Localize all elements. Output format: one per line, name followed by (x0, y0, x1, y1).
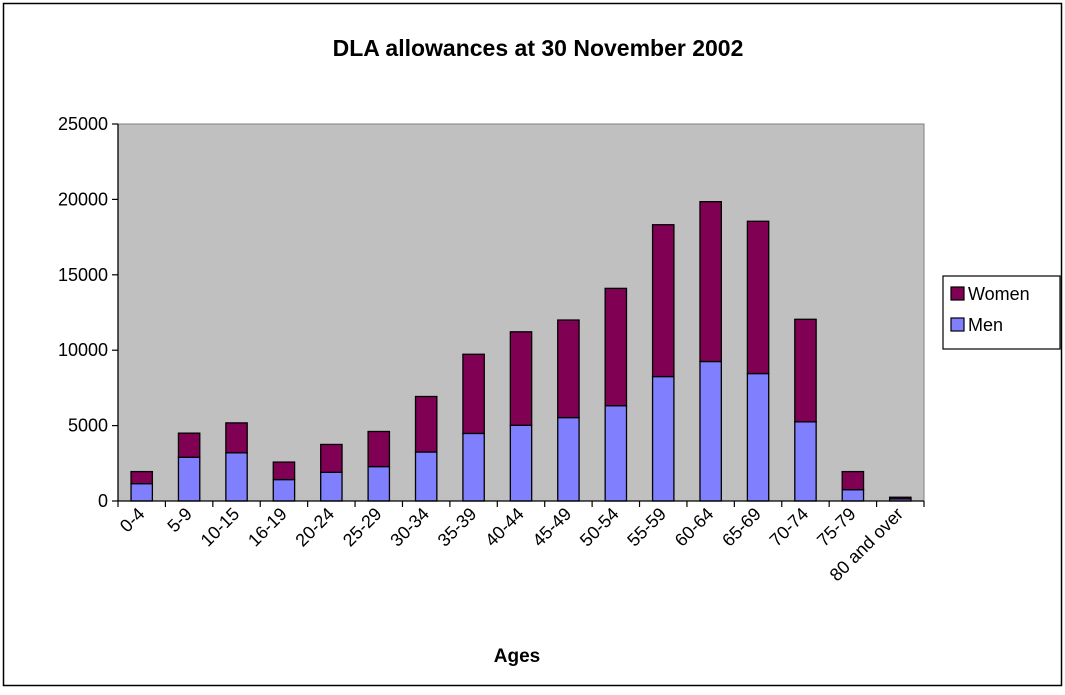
y-tick-label-2: 5000 (68, 416, 108, 436)
bar-women-2 (177, 432, 201, 458)
bar-women-6 (367, 430, 391, 468)
bar-women-12 (651, 224, 675, 378)
bar-men-4 (272, 478, 296, 502)
bar-women-14 (746, 220, 770, 375)
bar-women-16 (841, 470, 865, 491)
bar-women-9 (509, 331, 533, 426)
bar-women-10 (557, 319, 580, 419)
y-tick-label-3: 10000 (58, 340, 108, 360)
legend-swatch-women (950, 286, 965, 301)
axes-layer (117, 124, 924, 502)
bar-men-16 (841, 489, 865, 502)
bars-layer (130, 201, 912, 502)
bar-men-9 (509, 424, 533, 502)
bar-women-7 (414, 395, 438, 453)
chart-title: DLA allowances at 30 November 2002 (333, 35, 744, 61)
bar-men-5 (320, 471, 343, 502)
bar-men-6 (367, 465, 391, 502)
x-axis-title: Ages (494, 646, 540, 667)
bar-women-1 (130, 470, 154, 485)
bar-men-1 (130, 483, 154, 502)
bar-men-14 (746, 372, 770, 502)
bar-women-15 (794, 318, 817, 423)
bar-men-10 (557, 416, 580, 502)
bar-women-8 (462, 353, 485, 435)
bar-women-11 (604, 287, 628, 407)
bar-men-8 (462, 432, 485, 502)
bar-women-3 (225, 422, 248, 454)
bar-men-13 (699, 360, 722, 502)
bar-women-4 (272, 461, 296, 481)
bar-men-2 (177, 456, 201, 502)
bar-women-13 (699, 201, 722, 363)
y-tick-label-1: 0 (98, 491, 108, 511)
bar-men-7 (414, 451, 438, 502)
y-tick-label-6: 25000 (58, 114, 108, 134)
legend-label-men: Men (968, 315, 1003, 335)
legend: Women Men (942, 275, 1061, 350)
bar-women-17 (888, 496, 912, 500)
legend-items: Women Men (950, 284, 1030, 335)
bar-men-12 (651, 375, 675, 502)
bar-men-11 (604, 405, 628, 502)
legend-label-women: Women (968, 284, 1030, 304)
bar-men-3 (225, 452, 248, 502)
bar-men-15 (794, 421, 817, 502)
bar-women-5 (320, 443, 343, 474)
y-tick-label-5: 20000 (58, 189, 108, 209)
legend-swatch-men (950, 317, 965, 332)
y-tick-label-4: 15000 (58, 265, 108, 285)
